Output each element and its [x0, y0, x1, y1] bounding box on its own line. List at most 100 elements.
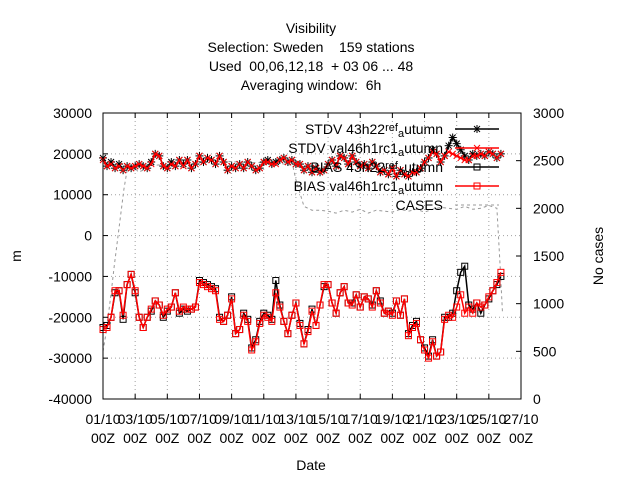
- cross-stroke: [457, 154, 465, 162]
- data-point: [268, 317, 276, 325]
- data-point: [336, 152, 344, 160]
- data-point: [457, 268, 465, 276]
- cross-stroke: [159, 162, 167, 170]
- square-mark: [461, 262, 469, 270]
- data-point: [260, 311, 268, 319]
- x-tick-label: 00Z: [316, 430, 341, 446]
- square-mark: [473, 182, 481, 190]
- square-mark: [147, 305, 155, 313]
- data-point: [139, 162, 147, 170]
- square-mark: [453, 303, 461, 311]
- x-tick-label: 27/10: [503, 411, 538, 427]
- x-tick-label: 17/10: [343, 411, 378, 427]
- cross-stroke: [417, 164, 424, 172]
- series-3: [99, 268, 505, 362]
- square-mark: [179, 303, 187, 311]
- data-point: [183, 305, 191, 313]
- x-tick-label: 21/10: [407, 411, 442, 427]
- cross-stroke: [336, 152, 344, 160]
- x-tick-label: 23/10: [439, 411, 474, 427]
- square-mark: [111, 287, 119, 295]
- data-point: [473, 299, 481, 307]
- cross-stroke: [135, 160, 143, 168]
- cross-stroke: [280, 154, 288, 162]
- legend-label: BIAS val46h1rc1autumn: [294, 178, 443, 197]
- square-mark: [469, 309, 477, 317]
- square-mark: [300, 340, 308, 348]
- legend-entry: BIAS 43h22refautumn: [310, 159, 499, 178]
- data-point: [445, 148, 453, 156]
- cross-stroke: [155, 152, 163, 160]
- square-mark: [457, 291, 465, 299]
- series-1: [99, 148, 505, 180]
- y-tick-label: -10000: [48, 268, 92, 284]
- cross-stroke: [385, 170, 392, 178]
- y-tick-label: 20000: [53, 146, 92, 162]
- square-mark: [328, 299, 336, 307]
- square-mark: [107, 313, 115, 321]
- data-point: [155, 152, 163, 160]
- data-point: [433, 352, 441, 360]
- plot-area: [99, 133, 505, 362]
- data-point: [413, 319, 420, 327]
- y-axis-label: m: [8, 250, 24, 262]
- square-mark: [232, 330, 240, 338]
- data-point: [489, 287, 497, 295]
- cross-stroke: [397, 166, 404, 174]
- data-point: [372, 162, 380, 170]
- data-point: [449, 313, 457, 321]
- y-tick-label: -40000: [48, 391, 92, 407]
- cross-stroke: [196, 152, 203, 160]
- data-point: [392, 297, 400, 305]
- data-point: [376, 299, 384, 307]
- square-mark: [159, 311, 167, 319]
- x-tick-label: 00Z: [123, 430, 148, 446]
- data-point: [216, 152, 223, 160]
- square-mark: [244, 317, 252, 325]
- data-point: [240, 311, 248, 319]
- square-mark: [477, 303, 485, 311]
- square-mark: [429, 338, 437, 346]
- data-point: [135, 313, 143, 321]
- data-point: [316, 168, 324, 176]
- data-point: [433, 150, 440, 158]
- square-mark: [360, 293, 368, 301]
- data-point: [111, 164, 119, 172]
- cross-stroke: [312, 164, 320, 172]
- data-point: [272, 289, 280, 297]
- data-point: [252, 166, 260, 174]
- data-point: [449, 150, 457, 158]
- data-point: [453, 303, 461, 311]
- legend-label: BIAS 43h22refautumn: [310, 159, 443, 178]
- data-point: [485, 293, 493, 301]
- data-point: [179, 303, 187, 311]
- square-mark: [372, 287, 380, 295]
- square-mark: [473, 163, 481, 171]
- cross-stroke: [208, 156, 215, 164]
- square-mark: [481, 301, 489, 309]
- data-point: [372, 287, 380, 295]
- cross-stroke: [244, 158, 252, 166]
- data-point: [453, 152, 461, 160]
- data-point: [441, 315, 449, 323]
- cross-stroke: [176, 156, 183, 164]
- data-point: [300, 340, 308, 348]
- x-tick-label: 07/10: [182, 411, 217, 427]
- square-mark: [497, 268, 505, 276]
- data-point: [288, 311, 296, 319]
- series-line: [102, 271, 502, 361]
- square-mark: [228, 295, 236, 303]
- data-point: [332, 162, 340, 170]
- cross-stroke: [151, 150, 159, 158]
- data-point: [364, 164, 372, 172]
- square-mark: [139, 324, 147, 331]
- square-mark: [441, 315, 449, 323]
- data-point: [481, 301, 489, 309]
- square-mark: [199, 281, 207, 289]
- data-point: [272, 277, 280, 285]
- cross-stroke: [252, 166, 260, 174]
- square-mark: [224, 311, 232, 319]
- y-tick-label: 0: [84, 228, 92, 244]
- data-point: [119, 311, 127, 319]
- data-point: [340, 283, 348, 291]
